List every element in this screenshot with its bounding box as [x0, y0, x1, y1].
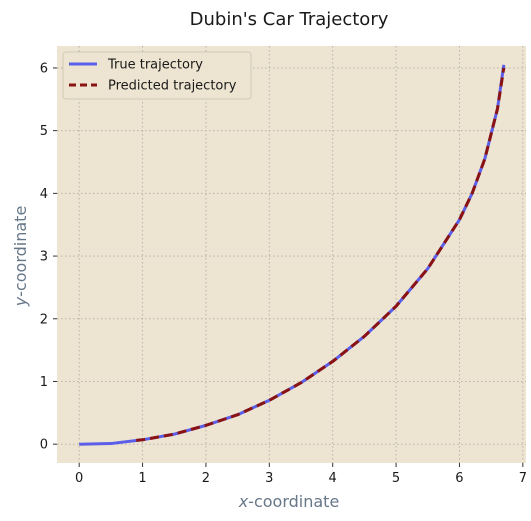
legend-box: [62, 51, 252, 100]
y-axis-ticks: 0 1 2 3 4 5 6: [40, 61, 57, 453]
y-tick-label: 1: [40, 375, 48, 390]
y-tick-label: 0: [40, 438, 48, 453]
y-tick-label: 5: [40, 124, 48, 139]
x-tick-label: 2: [202, 471, 210, 486]
y-tick-label: 3: [40, 250, 48, 265]
y-tick-label: 4: [40, 187, 48, 202]
y-tick-label: 6: [40, 61, 48, 76]
x-axis-label-rest: -coordinate: [248, 492, 339, 511]
x-axis-label: x-coordinate: [238, 492, 340, 511]
x-tick-label: 7: [519, 471, 527, 486]
x-tick-label: 5: [392, 471, 400, 486]
series-lines: [79, 64, 506, 446]
x-tick-label: 6: [455, 471, 463, 486]
chart-title: Dubin's Car Trajectory: [190, 9, 389, 30]
x-tick-label: 4: [329, 471, 337, 486]
y-axis-label-rest: -coordinate: [11, 206, 30, 297]
y-tick-label: 2: [40, 312, 48, 327]
x-tick-label: 0: [75, 471, 83, 486]
legend-true-trajectory-label: True trajectory: [107, 58, 203, 73]
legend: True trajectory Predicted trajectory: [62, 51, 252, 100]
x-tick-label: 1: [138, 471, 146, 486]
predicted-trajectory-line: [136, 67, 506, 442]
plot-area: [57, 46, 526, 463]
legend-predicted-trajectory-label: Predicted trajectory: [108, 79, 237, 94]
grid-lines: [57, 46, 526, 463]
y-axis-label-var: y: [11, 296, 30, 307]
x-axis-ticks: 0 1 2 3 4 5 6 7: [75, 463, 527, 486]
x-tick-label: 3: [265, 471, 273, 486]
x-axis-label-var: x: [238, 492, 249, 511]
y-axis-label: y-coordinate: [11, 206, 30, 308]
